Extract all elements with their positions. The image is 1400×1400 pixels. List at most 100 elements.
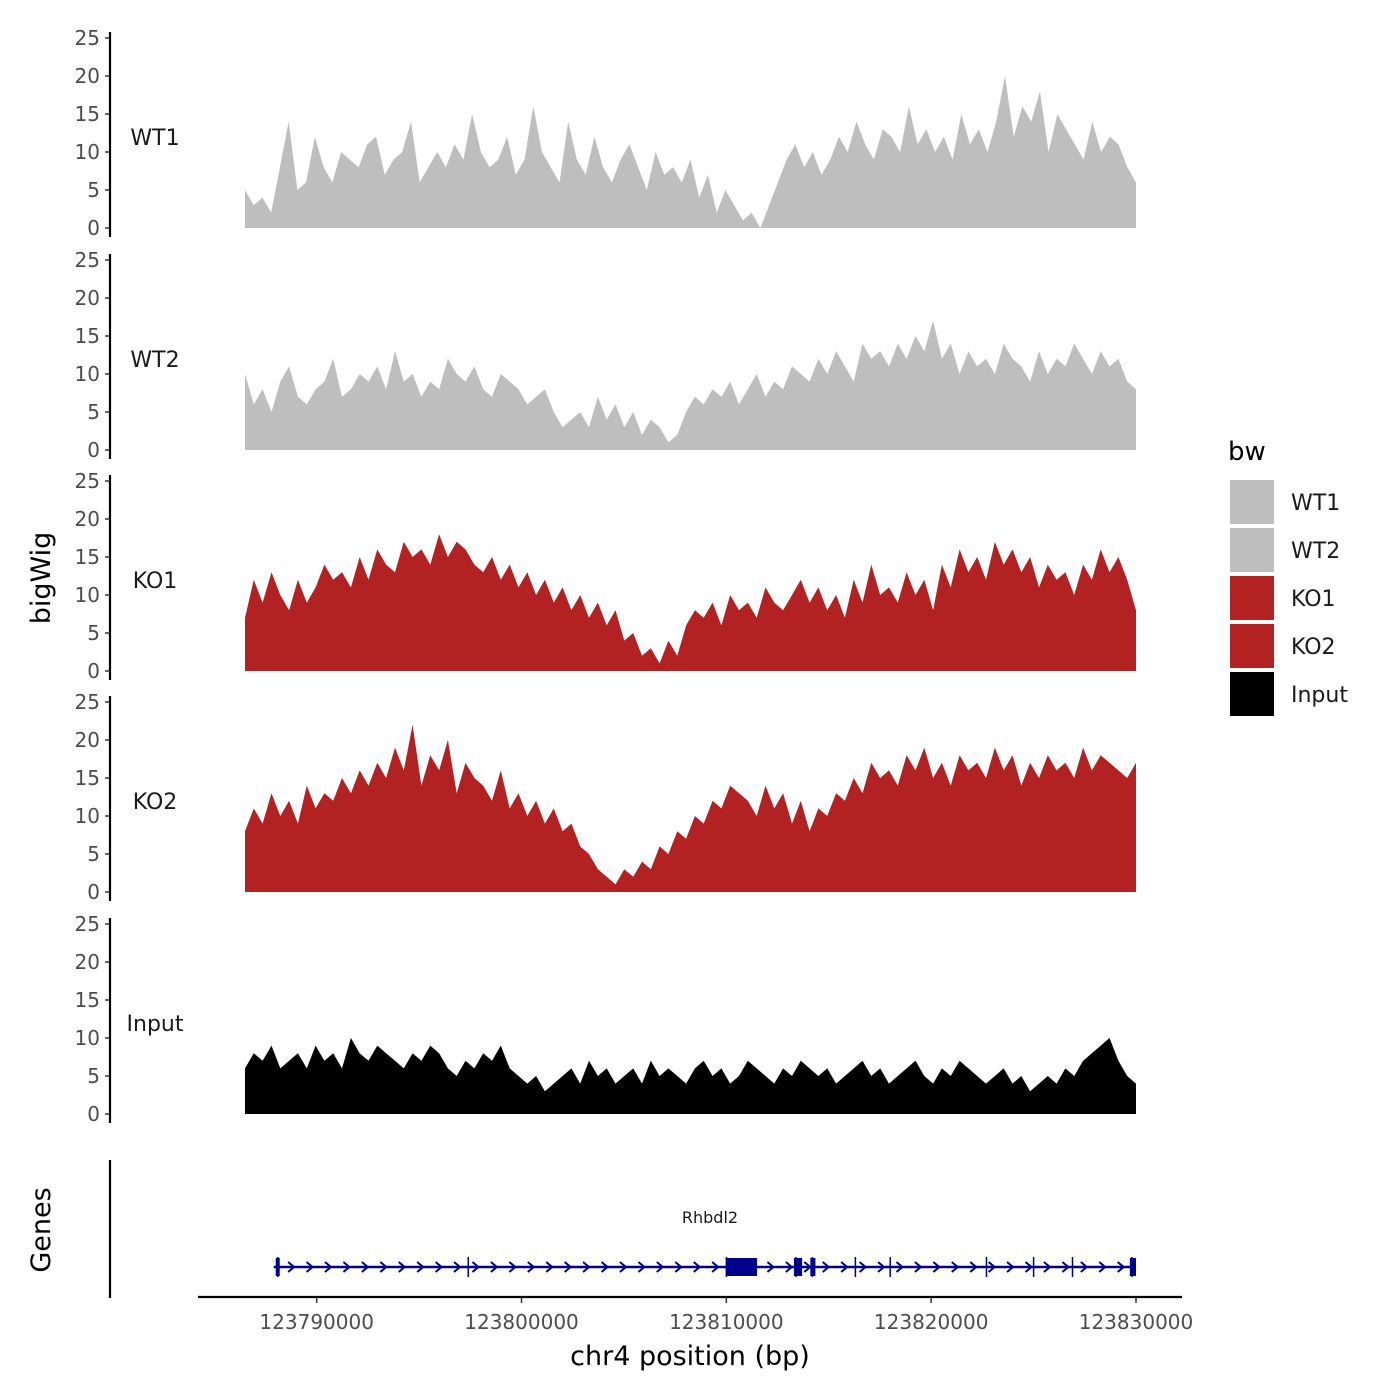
x-tick-label: 123810000	[669, 1310, 784, 1334]
strand-arrow	[785, 1261, 794, 1273]
strand-arrow	[803, 1261, 812, 1273]
genes-axis-title: Genes	[26, 1187, 57, 1272]
legend-label: KO2	[1291, 635, 1336, 660]
y-tick-label: 20	[75, 64, 100, 88]
strand-arrow	[951, 1261, 960, 1273]
x-tick-label: 123830000	[1079, 1310, 1194, 1334]
y-tick-label: 10	[75, 140, 100, 164]
strand-arrow	[766, 1261, 775, 1273]
y-tick-label: 20	[75, 286, 100, 310]
track-label: WT1	[130, 126, 179, 151]
exon-block	[793, 1258, 803, 1276]
strand-arrow	[877, 1261, 886, 1273]
y-tick-label: 25	[75, 26, 100, 50]
legend-swatch	[1230, 528, 1274, 572]
y-tick-label: 10	[75, 362, 100, 386]
x-tick-label: 123790000	[259, 1310, 374, 1334]
legend-label: WT2	[1291, 539, 1340, 564]
track-label: Input	[127, 1012, 184, 1037]
y-tick-label: 15	[75, 545, 100, 569]
track-wt2: 0 5 10 15 20 25 WT2	[75, 248, 1136, 462]
strand-arrow	[822, 1261, 831, 1273]
strand-arrow	[563, 1261, 573, 1273]
strand-arrow	[490, 1261, 499, 1273]
legend: bw WT1 WT2 KO1 KO2 Input	[1228, 437, 1348, 716]
y-tick-label: 20	[75, 950, 100, 974]
strand-arrow	[656, 1261, 665, 1273]
strand-arrow	[1006, 1261, 1015, 1273]
track-label: KO2	[133, 790, 178, 815]
y-tick-label: 5	[87, 178, 100, 202]
legend-swatch	[1230, 672, 1274, 716]
y-tick-label: 20	[75, 728, 100, 752]
x-tick-label: 123800000	[464, 1310, 579, 1334]
y-tick-label: 25	[75, 248, 100, 272]
strand-arrow	[674, 1261, 683, 1273]
y-tick-label: 0	[87, 1102, 100, 1126]
exon-block	[726, 1258, 758, 1276]
y-tick-label: 15	[75, 988, 100, 1012]
strand-arrow	[545, 1261, 554, 1273]
strand-arrow	[693, 1261, 702, 1273]
strand-arrow	[895, 1261, 905, 1273]
strand-arrow	[471, 1261, 481, 1273]
y-tick-label: 25	[75, 912, 100, 936]
legend-title: bw	[1228, 437, 1266, 467]
track-wt1: 0 5 10 15 20 25 WT1	[75, 26, 1136, 240]
legend-swatch	[1230, 576, 1274, 620]
strand-arrow	[582, 1261, 591, 1273]
strand-arrow	[711, 1261, 720, 1273]
strand-arrow	[600, 1261, 610, 1273]
x-axis-title: chr4 position (bp)	[570, 1341, 810, 1372]
y-tick-label: 0	[87, 659, 100, 683]
legend-label: Input	[1291, 683, 1348, 708]
strand-arrow	[1080, 1261, 1089, 1273]
x-tick-label: 123820000	[874, 1310, 989, 1334]
strand-arrow	[1098, 1261, 1107, 1273]
strand-arrow	[398, 1261, 407, 1273]
legend-swatch	[1230, 480, 1274, 524]
track-label: WT2	[130, 348, 179, 373]
legend-label: WT1	[1291, 491, 1340, 516]
track-ko1: 0 5 10 15 20 25 KO1	[75, 469, 1136, 683]
y-tick-label: 5	[87, 842, 100, 866]
strand-arrow	[969, 1261, 978, 1273]
y-tick-label: 0	[87, 216, 100, 240]
signal-area-input	[245, 1038, 1136, 1114]
strand-arrow	[1024, 1261, 1034, 1273]
y-tick-label: 5	[87, 400, 100, 424]
strand-arrow	[619, 1261, 628, 1273]
signal-area-wt1	[245, 76, 1136, 228]
y-tick-label: 20	[75, 507, 100, 531]
exon-block	[275, 1258, 280, 1276]
signal-tracks: 0510152025WT10510152025WT20510152025KO10…	[75, 26, 1136, 1126]
y-tick-label: 15	[75, 324, 100, 348]
y-tick-label: 0	[87, 880, 100, 904]
y-tick-label: 15	[75, 102, 100, 126]
y-tick-label: 5	[87, 621, 100, 645]
legend-label: KO1	[1291, 587, 1336, 612]
track-input: 0 5 10 15 20 25 Input	[75, 912, 1136, 1126]
strand-arrow	[932, 1261, 941, 1273]
y-tick-label: 25	[75, 469, 100, 493]
y-axis-title: bigWig	[26, 532, 57, 625]
strand-arrow	[305, 1261, 315, 1273]
y-tick-label: 15	[75, 766, 100, 790]
strand-arrow	[379, 1261, 388, 1273]
strand-arrow	[453, 1261, 462, 1273]
strand-arrow	[1061, 1261, 1070, 1273]
strand-arrow	[508, 1261, 517, 1273]
y-tick-label: 5	[87, 1064, 100, 1088]
y-tick-label: 10	[75, 583, 100, 607]
strand-arrow	[434, 1261, 444, 1273]
strand-arrow	[342, 1261, 351, 1273]
strand-arrow	[361, 1261, 370, 1273]
legend-swatch	[1230, 624, 1274, 668]
track-ko2: 0 5 10 15 20 25 KO2	[75, 690, 1136, 904]
strand-arrow	[840, 1261, 849, 1273]
strand-arrow	[1117, 1261, 1126, 1273]
strand-arrow	[914, 1261, 923, 1273]
signal-area-ko2	[245, 724, 1136, 892]
y-tick-label: 10	[75, 804, 100, 828]
